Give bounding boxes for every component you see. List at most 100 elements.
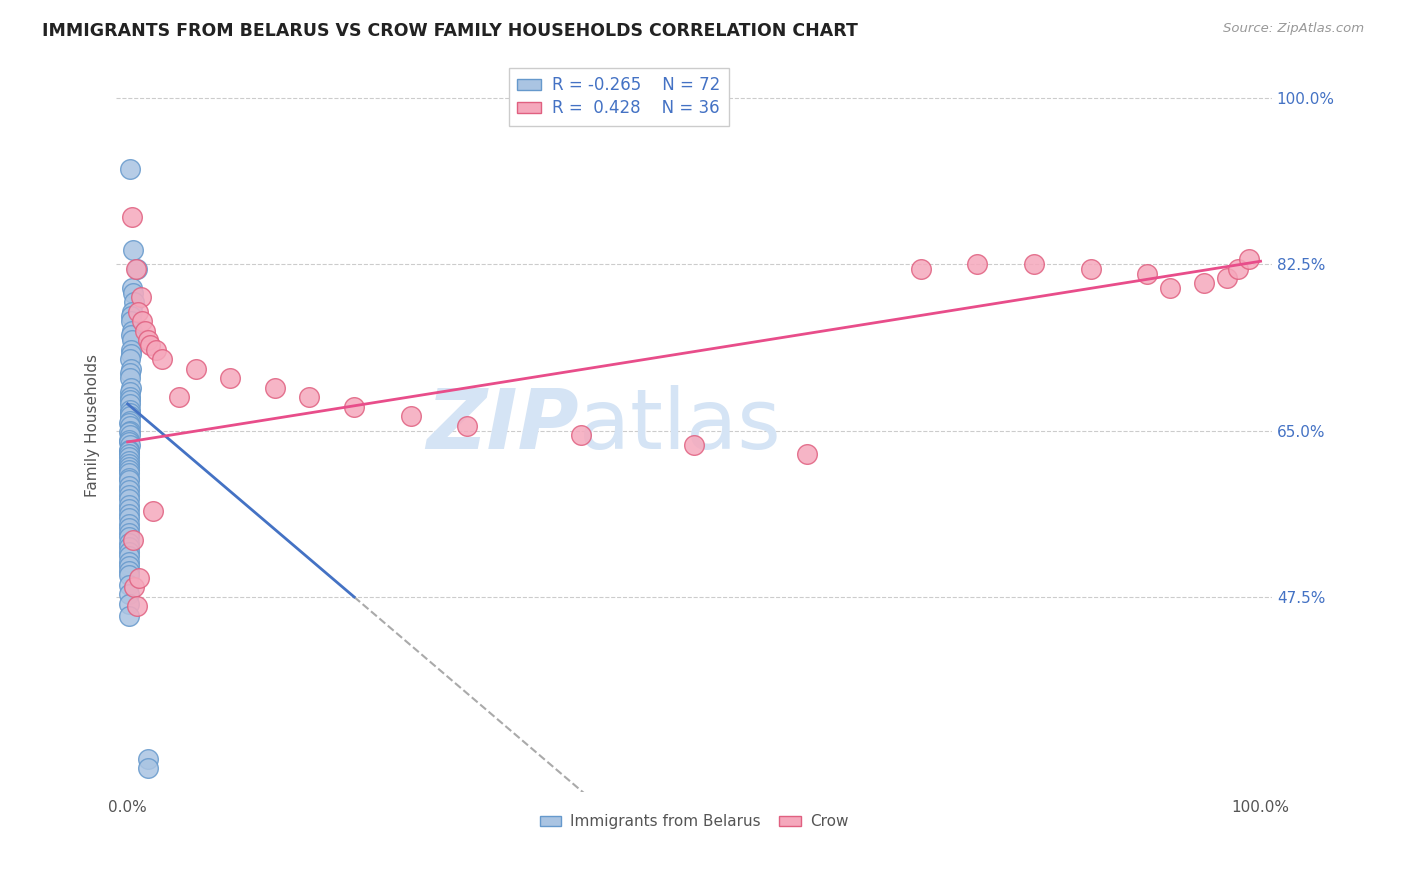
Point <box>121 210 143 224</box>
Point <box>136 333 159 347</box>
Point <box>118 516 141 531</box>
Point <box>122 243 145 257</box>
Point <box>343 400 366 414</box>
Point <box>128 571 150 585</box>
Point <box>118 397 141 411</box>
Point <box>118 371 141 385</box>
Point <box>129 290 152 304</box>
Point <box>118 444 141 458</box>
Point <box>118 568 141 582</box>
Point <box>1226 261 1249 276</box>
Point <box>131 314 153 328</box>
Point <box>118 457 141 471</box>
Point <box>121 281 143 295</box>
Point <box>264 381 287 395</box>
Point <box>167 390 190 404</box>
Text: Source: ZipAtlas.com: Source: ZipAtlas.com <box>1223 22 1364 36</box>
Point <box>118 467 141 481</box>
Point <box>118 352 141 367</box>
Point <box>118 409 141 424</box>
Point <box>184 361 207 376</box>
Point <box>118 491 141 506</box>
Point <box>118 390 141 404</box>
Point <box>127 304 149 318</box>
Point <box>120 314 142 328</box>
Point <box>118 385 141 400</box>
Point <box>118 501 141 516</box>
Point <box>118 545 141 559</box>
Point <box>121 304 143 318</box>
Text: ZIP: ZIP <box>426 385 578 467</box>
Point <box>150 352 173 367</box>
Point <box>1080 261 1102 276</box>
Point <box>118 555 141 569</box>
Text: IMMIGRANTS FROM BELARUS VS CROW FAMILY HOUSEHOLDS CORRELATION CHART: IMMIGRANTS FROM BELARUS VS CROW FAMILY H… <box>42 22 858 40</box>
Point <box>399 409 422 424</box>
Point <box>118 520 141 534</box>
Point <box>118 577 141 591</box>
Point <box>120 347 142 361</box>
Point <box>125 599 148 614</box>
Point <box>118 416 141 430</box>
Point <box>118 597 141 611</box>
Point <box>118 473 141 487</box>
Point <box>1215 271 1237 285</box>
Point <box>118 447 141 461</box>
Point <box>118 414 141 428</box>
Point <box>118 535 141 549</box>
Point <box>1022 257 1045 271</box>
Point <box>118 425 141 440</box>
Point <box>569 428 592 442</box>
Point <box>121 333 143 347</box>
Point <box>118 549 141 563</box>
Point <box>118 540 141 554</box>
Point <box>118 367 141 381</box>
Point <box>118 442 141 457</box>
Point <box>118 463 141 477</box>
Point <box>118 498 141 512</box>
Point <box>139 338 162 352</box>
Point <box>1159 281 1181 295</box>
Point <box>966 257 988 271</box>
Point <box>118 511 141 525</box>
Point <box>118 526 141 541</box>
Point <box>118 438 141 452</box>
Point <box>118 471 141 485</box>
Point <box>118 454 141 468</box>
Point <box>118 402 141 417</box>
Point <box>118 450 141 465</box>
Point <box>1136 267 1159 281</box>
Point <box>118 530 141 544</box>
Point <box>122 533 145 547</box>
Text: atlas: atlas <box>578 385 780 467</box>
Point <box>298 390 321 404</box>
Legend: Immigrants from Belarus, Crow: Immigrants from Belarus, Crow <box>534 808 855 836</box>
Point <box>118 587 141 601</box>
Y-axis label: Family Households: Family Households <box>86 354 100 497</box>
Point <box>118 507 141 521</box>
Point <box>118 161 141 176</box>
Point <box>1192 276 1215 290</box>
Point <box>118 479 141 493</box>
Point <box>124 581 146 595</box>
Point <box>456 418 478 433</box>
Point <box>124 261 146 276</box>
Point <box>120 343 142 357</box>
Point <box>122 285 145 300</box>
Point <box>145 343 167 357</box>
Point <box>118 558 141 573</box>
Point <box>124 295 146 310</box>
Point <box>118 406 141 420</box>
Point <box>118 433 141 447</box>
Point <box>118 424 141 438</box>
Point <box>118 393 141 408</box>
Point <box>118 418 141 433</box>
Point <box>118 428 141 442</box>
Point <box>118 609 141 624</box>
Point <box>796 447 818 461</box>
Point <box>134 324 156 338</box>
Point <box>120 381 142 395</box>
Point <box>136 761 159 775</box>
Point <box>118 483 141 497</box>
Point <box>121 324 143 338</box>
